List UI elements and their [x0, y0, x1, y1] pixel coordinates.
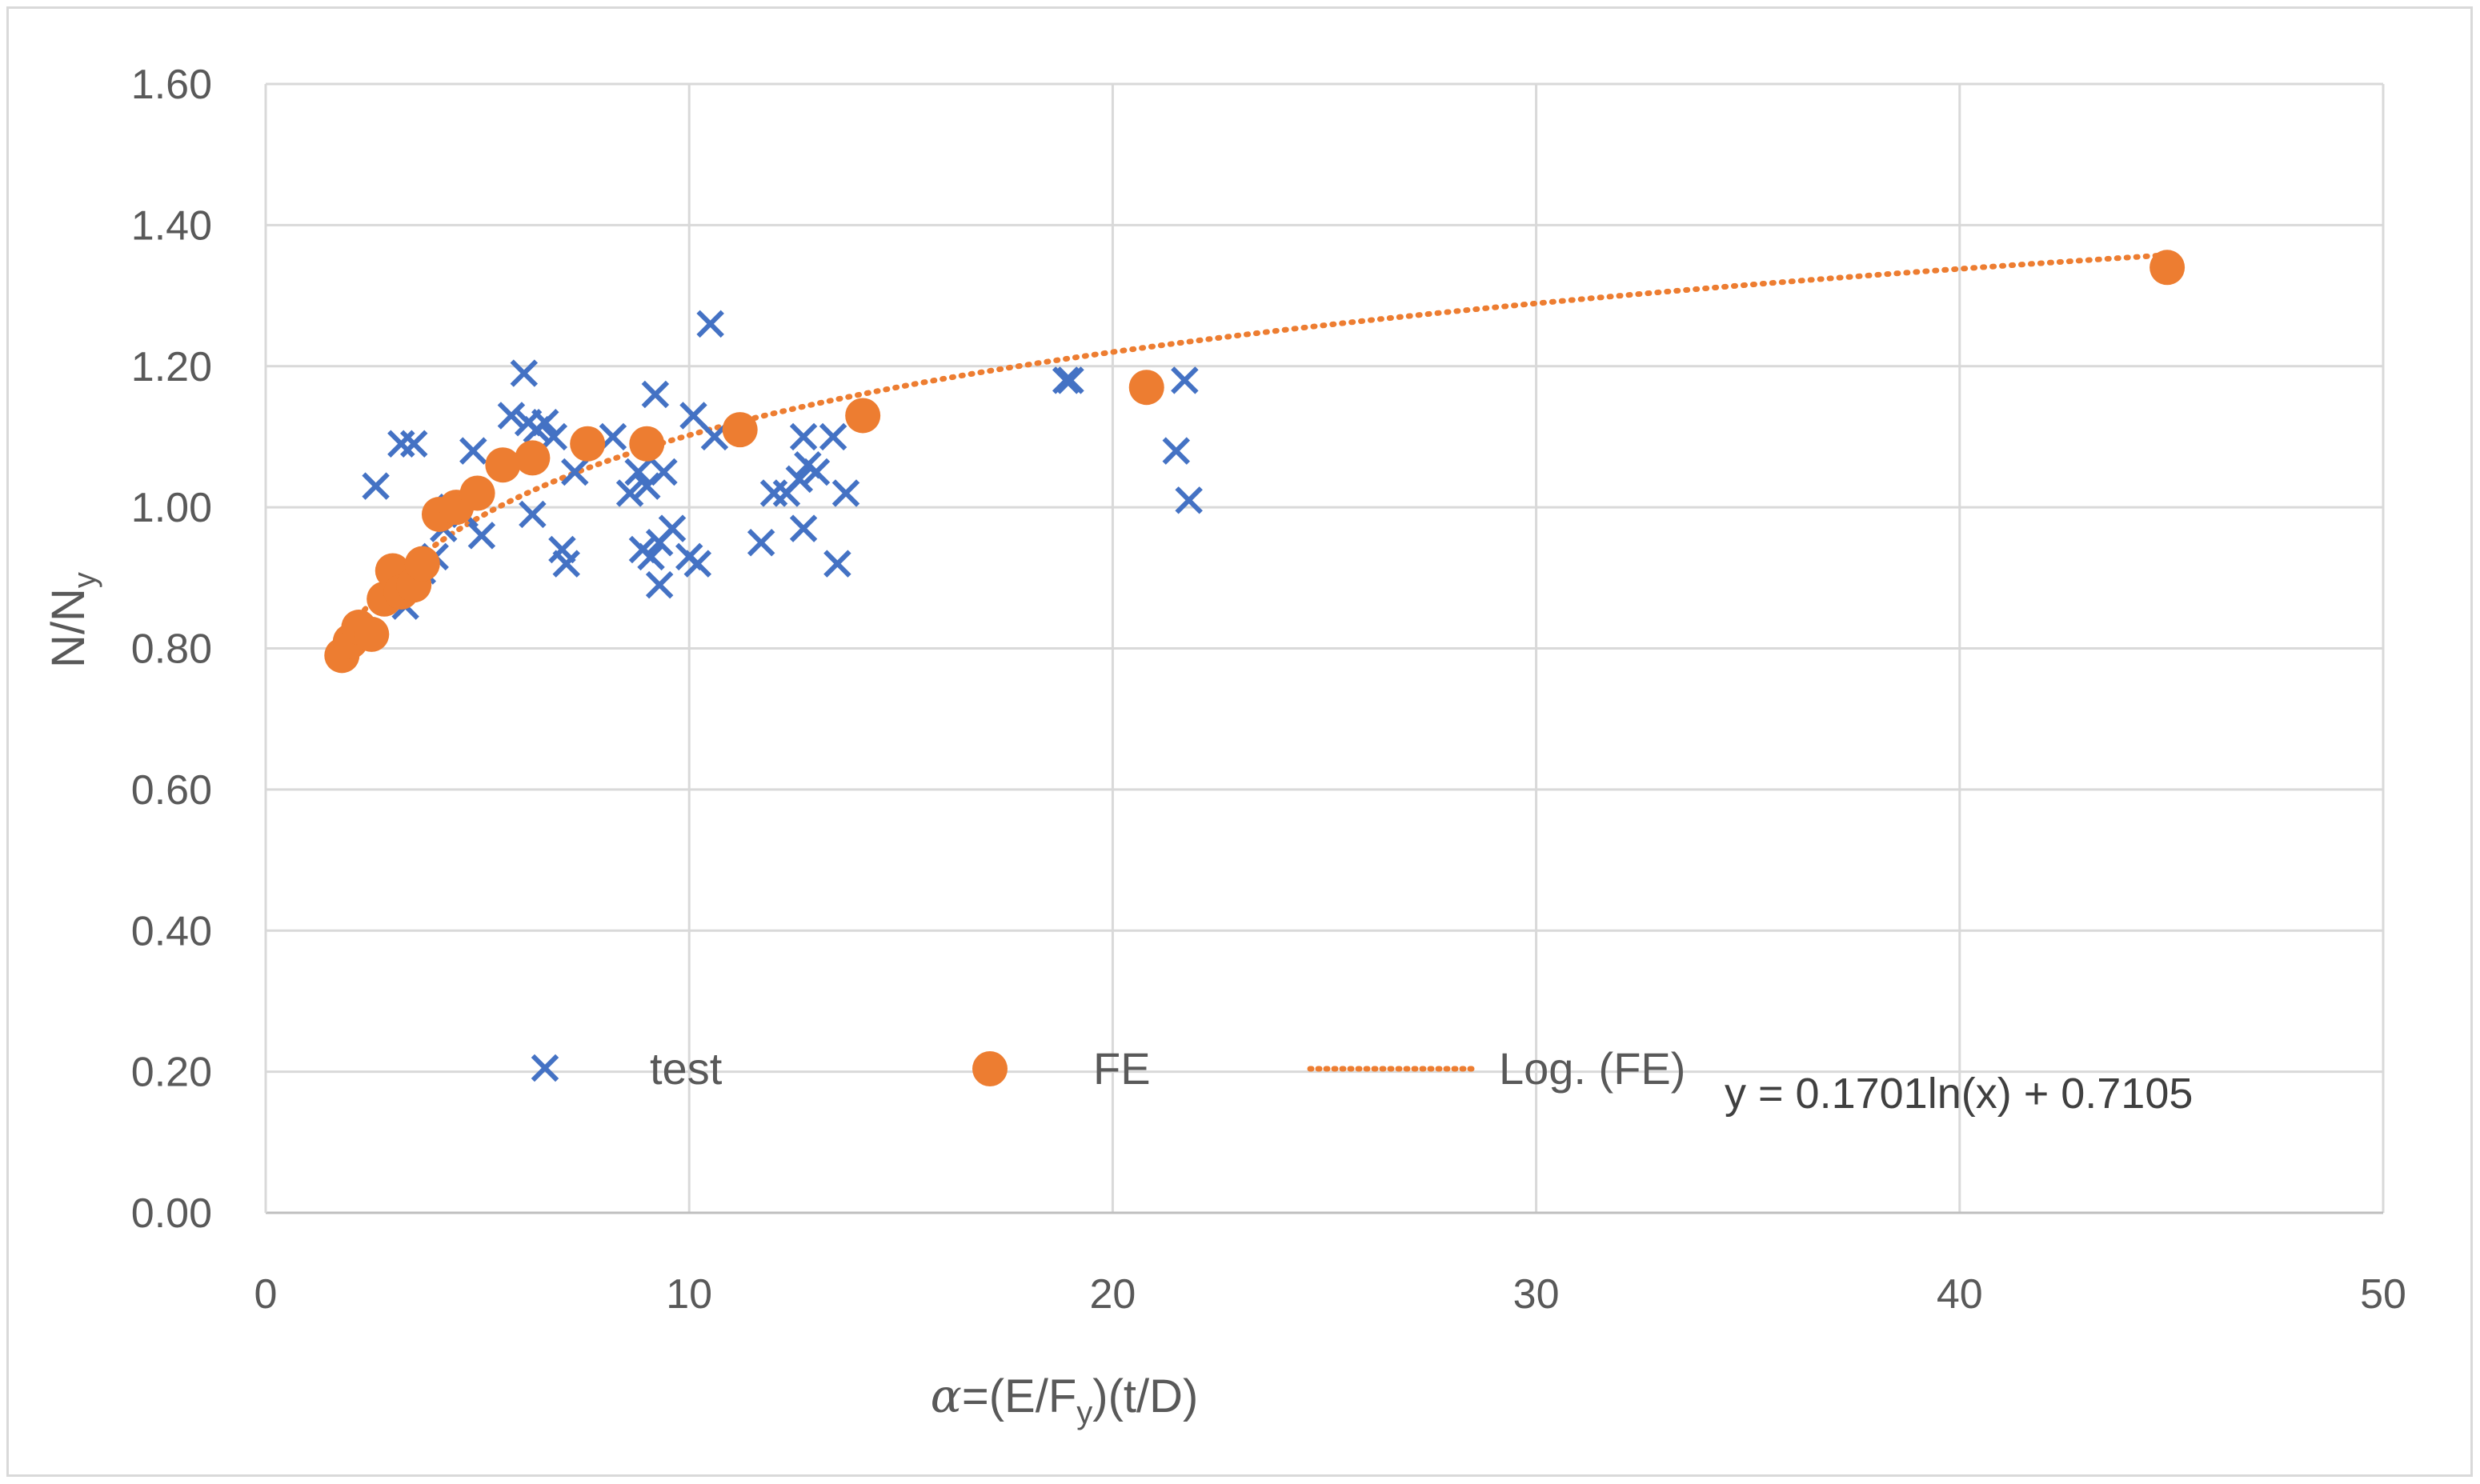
test-point — [497, 402, 526, 430]
x-tick-label: 10 — [666, 1271, 712, 1318]
test-point — [637, 542, 665, 571]
test-point — [819, 422, 847, 451]
y-tick-label: 1.60 — [131, 62, 212, 108]
test-point — [650, 458, 678, 486]
fe-point — [354, 616, 390, 652]
test-point — [700, 422, 729, 451]
x-tick-label: 20 — [1089, 1271, 1136, 1318]
test-point — [510, 359, 539, 387]
y-tick-label: 1.20 — [131, 344, 212, 390]
fe-point — [485, 447, 521, 483]
fe-point — [570, 426, 606, 462]
y-axis-title-subscript: y — [67, 572, 102, 588]
legend-fe-label: FE — [1093, 1043, 1151, 1094]
x-tick-label: 50 — [2360, 1271, 2406, 1318]
x-axis-title-subscript: y — [1076, 1395, 1092, 1430]
test-point — [399, 430, 428, 458]
fe-point — [404, 546, 440, 582]
test-point — [1171, 366, 1199, 394]
test-point — [561, 458, 589, 486]
trendline-layer — [339, 252, 2170, 644]
test-point — [1162, 437, 1191, 465]
test-series-layer — [362, 310, 1203, 620]
test-point — [599, 422, 627, 451]
fe-point — [629, 426, 665, 462]
chart-frame — [6, 6, 2473, 1477]
trendline-equation: y = 0.1701ln(x) + 0.7105 — [1725, 1070, 2193, 1118]
test-point — [519, 500, 547, 529]
test-point — [539, 422, 568, 451]
test-point — [531, 409, 559, 437]
legend: test FE Log. (FE) — [531, 1043, 1685, 1094]
legend-trendline-label: Log. (FE) — [1499, 1043, 1685, 1094]
x-tick-label: 40 — [1937, 1271, 1983, 1318]
test-point — [459, 437, 487, 465]
x-tick-label: 30 — [1513, 1271, 1560, 1318]
test-point — [1056, 366, 1084, 394]
fe-point — [459, 475, 495, 511]
test-point — [552, 550, 580, 578]
test-point — [624, 458, 652, 486]
y-tick-label: 0.20 — [131, 1050, 212, 1096]
test-point — [615, 479, 644, 507]
test-point — [747, 528, 775, 557]
tick-label-layer: 0.00 0.20 0.40 0.60 0.80 1.00 1.20 1.40 1.60 0 10 2… — [131, 62, 2406, 1318]
fe-series-layer — [324, 250, 2186, 674]
test-point — [696, 310, 724, 338]
y-tick-label: 0.00 — [131, 1190, 212, 1237]
test-point — [785, 465, 814, 494]
x-tick-label: 0 — [254, 1271, 278, 1318]
x-axis-title: α=(E/Fy)(t/D) — [931, 1369, 1199, 1430]
test-point — [548, 535, 576, 564]
test-point — [658, 514, 687, 542]
test-point — [362, 472, 390, 500]
y-tick-label: 0.80 — [131, 626, 212, 673]
test-point — [831, 479, 860, 507]
axis-layer — [264, 84, 2383, 1214]
test-point — [1052, 366, 1080, 394]
y-tick-label: 1.00 — [131, 485, 212, 531]
test-point — [802, 458, 831, 486]
test-point — [641, 380, 670, 409]
y-axis-title: N/Ny — [42, 572, 102, 668]
fe-point — [722, 412, 758, 448]
test-point — [789, 514, 818, 542]
legend-test-label: test — [650, 1043, 723, 1094]
x-axis-title-greek: α — [931, 1369, 962, 1423]
test-point — [823, 550, 851, 578]
test-point — [467, 522, 496, 550]
fe-point — [2149, 250, 2186, 286]
fe-point — [1128, 370, 1164, 406]
test-point — [645, 570, 674, 599]
test-point — [683, 550, 712, 578]
test-point — [789, 422, 818, 451]
grid-layer — [266, 82, 2385, 1213]
legend-test-marker — [531, 1054, 559, 1082]
y-tick-label: 0.60 — [131, 767, 212, 814]
fe-point — [845, 398, 881, 434]
trendline-log-fe — [339, 252, 2170, 644]
y-tick-label: 1.40 — [131, 202, 212, 249]
test-point — [1175, 486, 1203, 514]
test-point — [679, 402, 707, 430]
y-tick-label: 0.40 — [131, 908, 212, 954]
legend-fe-marker — [972, 1051, 1008, 1086]
fe-point — [515, 440, 551, 476]
